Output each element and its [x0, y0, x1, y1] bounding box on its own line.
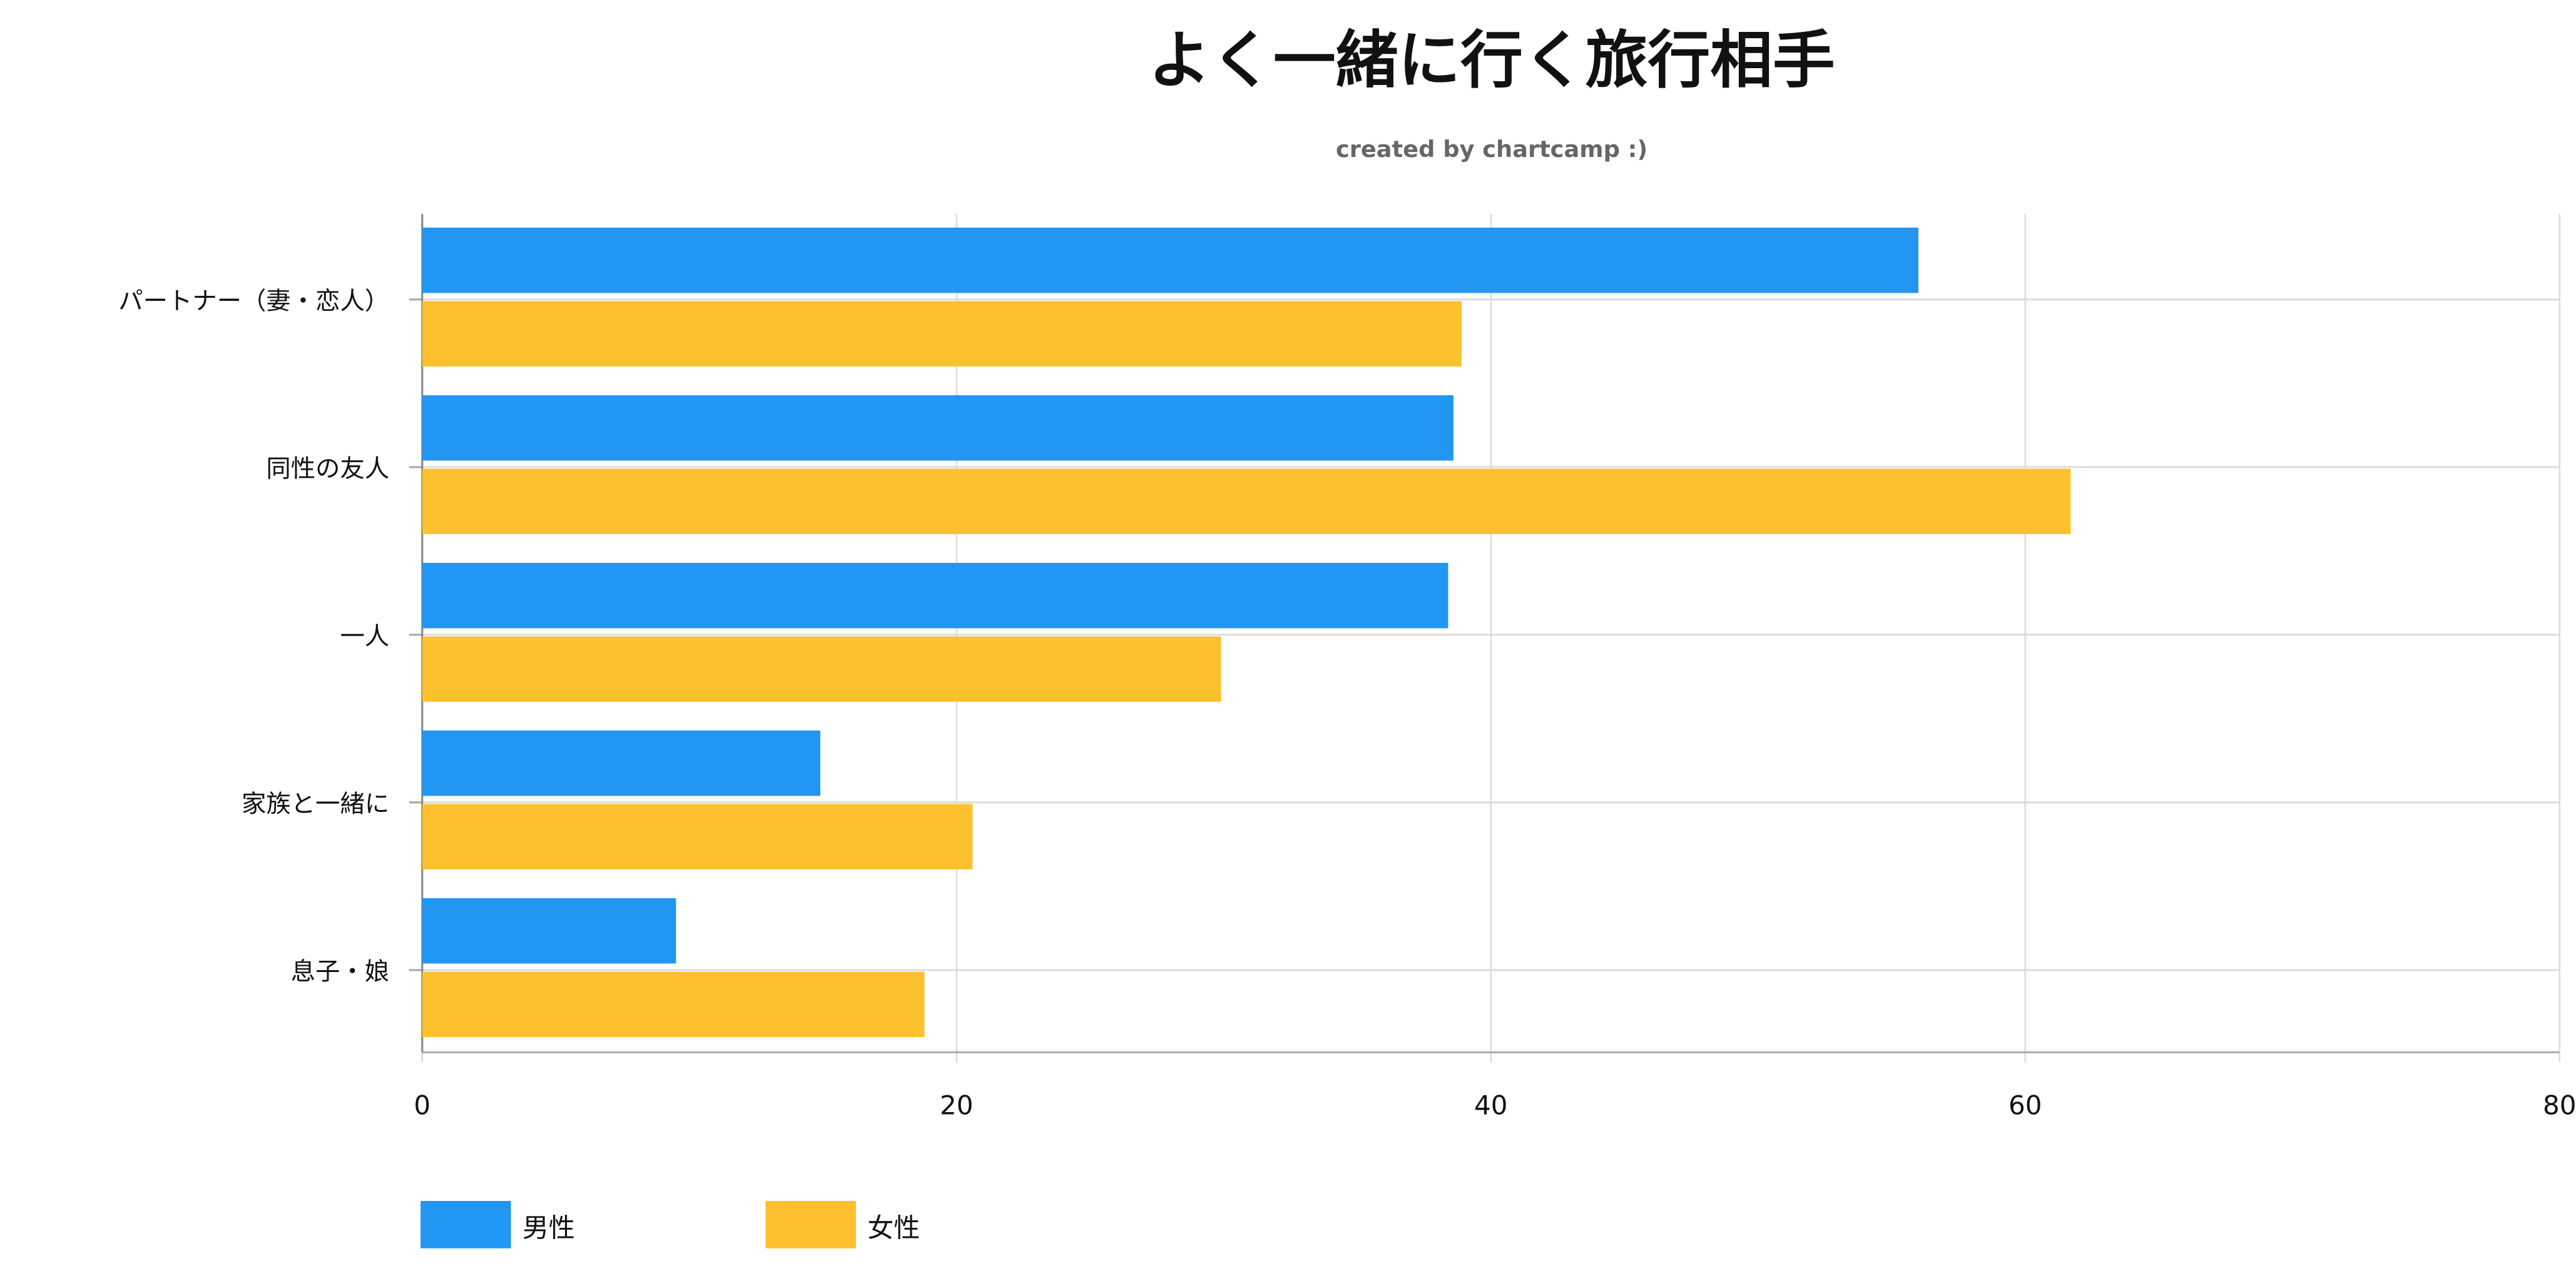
- y-category-label: 家族と一緒に: [242, 791, 389, 819]
- legend: 男性 女性: [420, 1201, 920, 1248]
- bars: [422, 227, 2071, 1037]
- bar-female: [422, 636, 1221, 702]
- bar-female: [422, 301, 1462, 367]
- legend-swatch: [420, 1201, 511, 1248]
- legend-label: 男性: [522, 1213, 575, 1243]
- bar-female: [422, 468, 2071, 534]
- bar-male: [422, 227, 1918, 293]
- y-category-label: 息子・娘: [291, 958, 389, 986]
- grid: [409, 214, 2561, 1062]
- x-tick-label: 0: [414, 1090, 430, 1121]
- x-tick-label: 20: [940, 1090, 973, 1121]
- bar-male: [422, 562, 1448, 629]
- x-tick-label: 40: [1474, 1090, 1507, 1121]
- x-tick-label: 60: [2008, 1090, 2042, 1121]
- y-category-label: 一人: [340, 623, 390, 651]
- bar-female: [422, 804, 973, 869]
- y-category-label: パートナー（妻・恋人）: [118, 288, 389, 316]
- bar-male: [422, 395, 1453, 461]
- legend-label: 女性: [867, 1213, 920, 1243]
- chart-title: よく一緒に行く旅行相手: [1148, 25, 1835, 97]
- bar-female: [422, 971, 925, 1037]
- chart-subtitle: created by chartcamp :): [1336, 136, 1647, 163]
- legend-swatch: [765, 1201, 856, 1248]
- bar-male: [422, 730, 821, 796]
- y-category-label: 同性の友人: [266, 455, 389, 484]
- x-tick-label: 80: [2543, 1090, 2576, 1121]
- bar-male: [422, 898, 676, 964]
